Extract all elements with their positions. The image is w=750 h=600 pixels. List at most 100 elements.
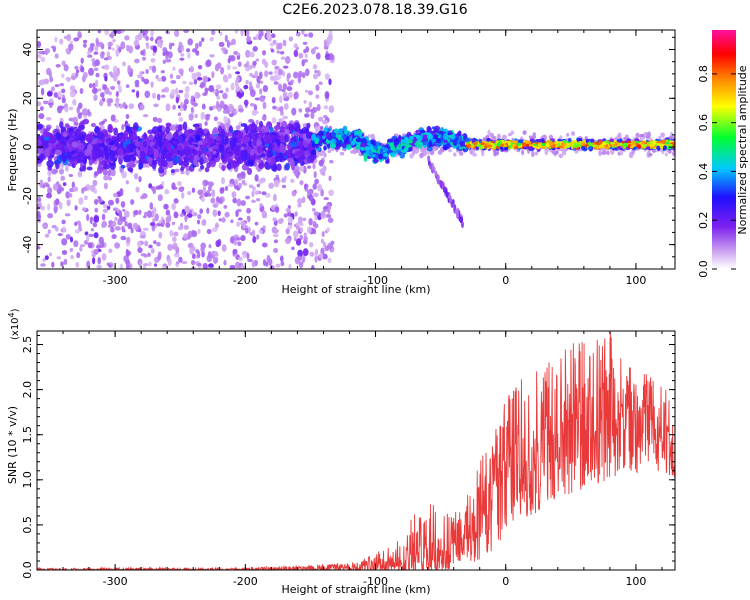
heatmap-cell bbox=[232, 248, 238, 255]
heatmap-cell bbox=[121, 134, 127, 143]
heatmap-cell bbox=[251, 190, 255, 198]
heatmap-cell bbox=[290, 79, 295, 84]
heatmap-cell bbox=[117, 147, 124, 156]
heatmap-cell bbox=[199, 164, 205, 170]
heatmap-cell bbox=[196, 219, 201, 225]
heatmap-cell bbox=[330, 142, 337, 149]
heatmap-cell bbox=[237, 61, 242, 67]
heatmap-cell bbox=[172, 140, 178, 145]
heatmap-cell bbox=[149, 141, 155, 147]
heatmap-cell bbox=[157, 77, 163, 82]
heatmap-cell bbox=[283, 213, 288, 218]
heatmap-cell bbox=[305, 68, 310, 77]
heatmap-cell bbox=[284, 162, 290, 171]
heatmap-cell bbox=[426, 133, 433, 140]
heatmap-cell bbox=[86, 213, 90, 222]
heatmap-cell bbox=[125, 125, 130, 132]
heatmap-cell bbox=[304, 150, 309, 159]
heatmap-cell bbox=[261, 116, 267, 121]
heatmap-cell bbox=[179, 107, 184, 112]
heatmap-cell bbox=[254, 190, 260, 195]
heatmap-cell bbox=[263, 125, 270, 133]
heatmap-cell bbox=[360, 146, 366, 151]
heatmap-cell bbox=[168, 214, 172, 222]
heatmap-cell bbox=[252, 186, 256, 192]
heatmap-cell bbox=[171, 148, 178, 157]
heatmap-cell bbox=[225, 87, 229, 93]
heatmap-cell bbox=[217, 197, 223, 204]
heatmap-cell bbox=[243, 251, 248, 256]
heatmap-cell bbox=[249, 89, 256, 98]
heatmap-cell bbox=[51, 261, 55, 268]
heatmap-cell bbox=[78, 102, 83, 110]
heatmap-cell bbox=[101, 220, 108, 228]
heatmap-cell bbox=[214, 256, 219, 264]
heatmap-cell bbox=[191, 253, 196, 260]
heatmap-cell bbox=[170, 88, 177, 96]
heatmap-cell bbox=[240, 220, 246, 226]
heatmap-cell bbox=[89, 42, 95, 48]
heatmap-cell bbox=[122, 101, 127, 109]
heatmap-cell bbox=[352, 147, 358, 155]
heatmap-cell bbox=[130, 199, 135, 205]
heatmap-cell bbox=[57, 91, 62, 98]
heatmap-cell bbox=[295, 238, 302, 246]
heatmap-cell bbox=[69, 247, 74, 252]
heatmap-cell bbox=[43, 136, 51, 141]
heatmap-cell bbox=[278, 152, 284, 162]
heatmap-cell bbox=[61, 88, 66, 94]
heatmap-cell bbox=[628, 151, 634, 159]
heatmap-cell bbox=[314, 248, 319, 256]
heatmap-cell bbox=[370, 133, 376, 140]
heatmap-cell bbox=[86, 143, 92, 153]
heatmap-cell bbox=[232, 148, 240, 153]
heatmap-cell bbox=[293, 71, 299, 79]
heatmap-cell bbox=[277, 218, 284, 225]
heatmap-cell bbox=[326, 227, 330, 233]
heatmap-cell bbox=[190, 107, 194, 113]
heatmap-cell bbox=[279, 126, 285, 135]
heatmap-cell bbox=[245, 79, 249, 85]
heatmap-cell bbox=[79, 244, 86, 248]
heatmap-cell bbox=[215, 84, 222, 90]
heatmap-cell bbox=[180, 46, 185, 52]
heatmap-cell bbox=[110, 146, 118, 151]
heatmap-cell bbox=[324, 91, 330, 99]
heatmap-cell bbox=[648, 153, 653, 157]
heatmap-cell bbox=[133, 39, 139, 47]
heatmap-cell bbox=[309, 157, 315, 163]
heatmap-cell bbox=[279, 50, 285, 55]
heatmap-cell bbox=[337, 134, 342, 141]
heatmap-cell bbox=[240, 123, 248, 127]
heatmap-cell bbox=[457, 139, 461, 143]
heatmap-cell bbox=[170, 80, 177, 84]
heatmap-cell bbox=[147, 261, 152, 267]
heatmap-cell bbox=[142, 113, 149, 118]
heatmap-cell bbox=[231, 38, 236, 46]
heatmap-cell bbox=[224, 135, 229, 145]
heatmap-cell bbox=[59, 121, 64, 129]
heatmap-cell bbox=[200, 111, 206, 120]
heatmap-cell bbox=[393, 138, 400, 146]
heatmap-cell bbox=[156, 39, 161, 48]
heatmap-cell bbox=[135, 186, 140, 193]
heatmap-cell bbox=[201, 103, 206, 110]
heatmap-cell bbox=[49, 134, 55, 143]
heatmap-cell bbox=[240, 171, 246, 177]
heatmap-cell bbox=[38, 50, 44, 54]
heatmap-cell bbox=[303, 236, 308, 242]
heatmap-cell bbox=[46, 159, 54, 168]
heatmap-cell bbox=[223, 204, 228, 209]
heatmap-cell bbox=[245, 49, 251, 58]
heatmap-cell bbox=[435, 137, 442, 143]
heatmap-cell bbox=[311, 264, 315, 269]
heatmap-cell bbox=[101, 120, 106, 125]
heatmap-cell bbox=[558, 153, 564, 159]
heatmap-cell bbox=[110, 31, 115, 39]
heatmap-cell bbox=[334, 146, 341, 150]
heatmap-cell bbox=[223, 123, 228, 127]
heatmap-cell bbox=[87, 54, 93, 58]
heatmap-cell bbox=[436, 179, 440, 185]
heatmap-cell bbox=[183, 225, 190, 230]
heatmap-cell bbox=[357, 141, 361, 149]
